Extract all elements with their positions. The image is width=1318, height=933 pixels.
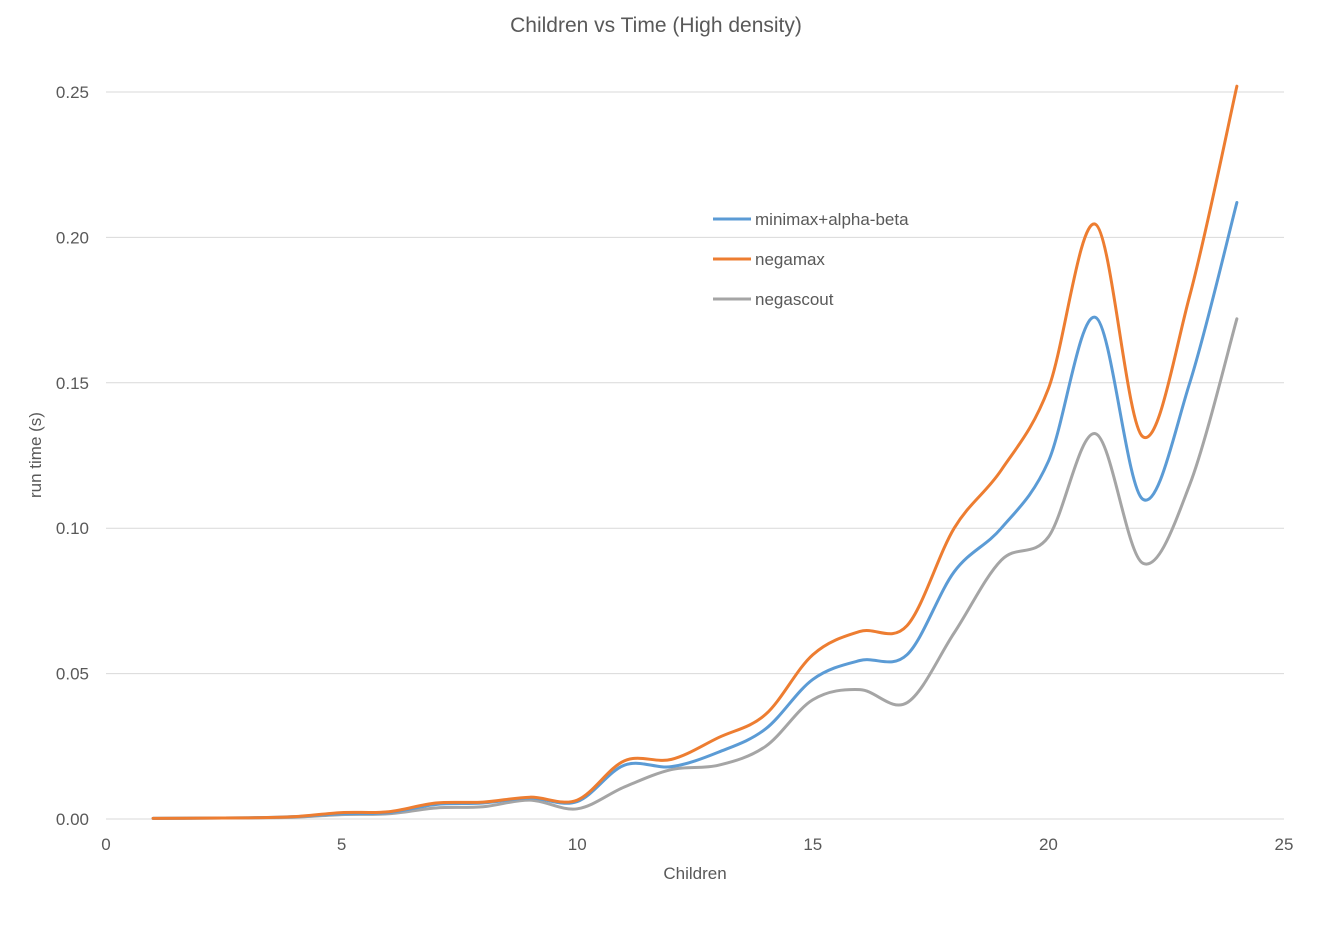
x-axis-ticks: 0 5 10 15 20 25 bbox=[101, 835, 1293, 854]
y-axis-label: run time (s) bbox=[26, 412, 45, 498]
y-tick-label: 0.05 bbox=[56, 665, 89, 684]
legend-label: negamax bbox=[755, 250, 825, 269]
y-tick-label: 0.20 bbox=[56, 228, 89, 247]
y-axis-ticks: 0.00 0.05 0.10 0.15 0.20 0.25 bbox=[56, 83, 89, 829]
series-line-negascout bbox=[151, 317, 1239, 820]
x-tick-label: 25 bbox=[1275, 835, 1294, 854]
x-axis-label: Children bbox=[663, 864, 726, 883]
y-tick-label: 0.25 bbox=[56, 83, 89, 102]
x-tick-label: 10 bbox=[568, 835, 587, 854]
series-line-negamax bbox=[151, 84, 1239, 820]
chart-title: Children vs Time (High density) bbox=[510, 14, 802, 37]
x-tick-label: 5 bbox=[337, 835, 346, 854]
x-tick-label: 0 bbox=[101, 835, 110, 854]
legend: minimax+alpha-beta negamax negascout bbox=[713, 210, 909, 309]
legend-label: negascout bbox=[755, 290, 834, 309]
y-tick-label: 0.10 bbox=[56, 519, 89, 538]
y-tick-label: 0.00 bbox=[56, 810, 89, 829]
gridlines bbox=[106, 91, 1284, 820]
series-line-minimax-alpha-beta bbox=[151, 201, 1239, 820]
y-tick-label: 0.15 bbox=[56, 374, 89, 393]
series-lines bbox=[151, 84, 1239, 820]
x-tick-label: 15 bbox=[803, 835, 822, 854]
x-tick-label: 20 bbox=[1039, 835, 1058, 854]
legend-label: minimax+alpha-beta bbox=[755, 210, 909, 229]
